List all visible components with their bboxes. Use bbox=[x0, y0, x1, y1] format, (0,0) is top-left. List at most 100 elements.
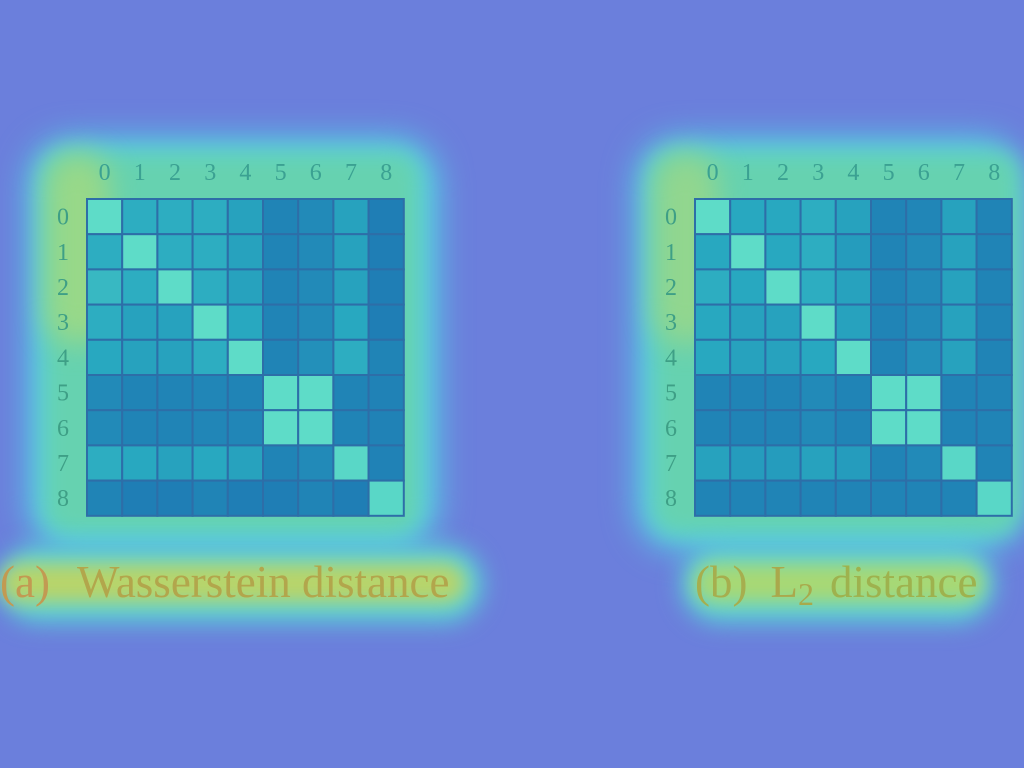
heatmap-b-cell-r7-c8 bbox=[975, 444, 1013, 482]
heatmap-b-cell-r3-c4 bbox=[834, 303, 872, 341]
heatmap-a-row-label-5: 5 bbox=[57, 381, 69, 407]
caption-a: (a) Wasserstein distance bbox=[0, 560, 449, 605]
heatmap-a-cell-r2-c3 bbox=[191, 268, 229, 306]
heatmap-b-row-label-6: 6 bbox=[665, 416, 677, 442]
heatmap-a-cell-r5-c5 bbox=[262, 374, 300, 412]
heatmap-a-cell-r2-c7 bbox=[332, 268, 370, 306]
heatmap-a-cell-r3-c3 bbox=[191, 303, 229, 341]
heatmap-a-cell-r0-c8 bbox=[367, 198, 405, 236]
heatmap-a-cell-r2-c1 bbox=[121, 268, 159, 306]
heatmap-a-cell-r0-c7 bbox=[332, 198, 370, 236]
heatmap-a-cell-r4-c0 bbox=[86, 338, 124, 376]
heatmap-a-cell-r1-c2 bbox=[156, 233, 194, 271]
heatmap-a-cell-r3-c4 bbox=[226, 303, 265, 341]
heatmap-b-row-label-4: 4 bbox=[665, 345, 677, 371]
heatmap-b-cell-r3-c7 bbox=[940, 303, 978, 341]
heatmap-a-cell-r7-c0 bbox=[86, 444, 124, 482]
heatmap-a-cell-r8-c1 bbox=[121, 479, 159, 517]
heatmap-b-cell-r1-c3 bbox=[799, 233, 837, 271]
heatmap-b-cell-r0-c5 bbox=[870, 198, 908, 236]
heatmap-b-cell-r1-c0 bbox=[694, 233, 732, 271]
heatmap-a-cell-r6-c2 bbox=[156, 409, 194, 447]
heatmap-b-row-label-5: 5 bbox=[665, 381, 677, 407]
heatmap-a-cell-r2-c6 bbox=[297, 268, 335, 306]
heatmap-a-cell-r1-c3 bbox=[191, 233, 229, 271]
heatmap-b-cell-r3-c6 bbox=[905, 303, 943, 341]
heatmap-a-cell-r8-c3 bbox=[191, 479, 229, 517]
heatmap-a-cell-r8-c4 bbox=[226, 479, 265, 517]
heatmap-b-column-label-0: 0 bbox=[707, 160, 719, 186]
heatmap-b-cell-r3-c8 bbox=[975, 303, 1013, 341]
heatmap-a-column-label-4: 4 bbox=[239, 160, 251, 186]
heatmap-a-cell-r0-c2 bbox=[156, 198, 194, 236]
heatmap-b-cell-r5-c2 bbox=[764, 374, 802, 412]
heatmap-b-cell-r7-c6 bbox=[905, 444, 943, 482]
heatmap-a-cell-r7-c2 bbox=[156, 444, 194, 482]
heatmap-a-column-label-6: 6 bbox=[310, 160, 322, 186]
heatmap-b-column-label-4: 4 bbox=[847, 160, 859, 186]
heatmap-a-cell-r0-c0 bbox=[86, 198, 124, 236]
heatmap-a-cell-r6-c8 bbox=[367, 409, 405, 447]
heatmap-a-cell-r5-c3 bbox=[191, 374, 229, 412]
heatmap-a-cell-r8-c5 bbox=[262, 479, 300, 517]
heatmap-b-column-label-7: 7 bbox=[953, 160, 965, 186]
heatmap-a-cell-r3-c7 bbox=[332, 303, 370, 341]
heatmap-b-cell-r6-c2 bbox=[764, 409, 802, 447]
heatmap-a-cell-r2-c4 bbox=[226, 268, 265, 306]
heatmap-b-cell-r7-c0 bbox=[694, 444, 732, 482]
heatmap-b-cell-r1-c4 bbox=[834, 233, 872, 271]
heatmap-a-cell-r0-c1 bbox=[121, 198, 159, 236]
heatmap-b-cell-r7-c1 bbox=[729, 444, 767, 482]
heatmap-a-cell-r3-c1 bbox=[121, 303, 159, 341]
heatmap-a-cell-r3-c5 bbox=[262, 303, 300, 341]
heatmap-a-cell-r1-c4 bbox=[226, 233, 265, 271]
heatmap-a-cell-r6-c6 bbox=[297, 409, 335, 447]
heatmap-a-column-label-8: 8 bbox=[380, 160, 392, 186]
heatmap-b-cell-r4-c5 bbox=[870, 338, 908, 376]
heatmap-b-cell-r0-c1 bbox=[729, 198, 767, 236]
heatmap-b-cell-r0-c6 bbox=[905, 198, 943, 236]
heatmap-b-cell-r5-c5 bbox=[870, 374, 908, 412]
heatmap-b-column-label-1: 1 bbox=[742, 160, 754, 186]
heatmap-b-column-label-3: 3 bbox=[812, 160, 824, 186]
heatmap-a-cell-r6-c3 bbox=[191, 409, 229, 447]
heatmap-a-row-label-7: 7 bbox=[57, 451, 69, 477]
heatmap-b-cell-r6-c5 bbox=[870, 409, 908, 447]
heatmap-b-cell-r2-c6 bbox=[905, 268, 943, 306]
heatmap-b-row-label-3: 3 bbox=[665, 310, 677, 336]
heatmap-b-cell-r8-c2 bbox=[764, 479, 802, 517]
heatmap-a-cell-r0-c4 bbox=[226, 198, 265, 236]
heatmap-a-cell-r4-c6 bbox=[297, 338, 335, 376]
heatmap-b-cell-r2-c5 bbox=[870, 268, 908, 306]
heatmap-b-cell-r0-c8 bbox=[975, 198, 1013, 236]
heatmap-a-cell-r6-c4 bbox=[226, 409, 265, 447]
heatmap-b-row-label-2: 2 bbox=[665, 275, 677, 301]
heatmap-a-cell-r2-c8 bbox=[367, 268, 405, 306]
heatmap-b-row-label-0: 0 bbox=[665, 205, 677, 231]
heatmap-a-cell-r2-c5 bbox=[262, 268, 300, 306]
heatmap-b-cell-r3-c5 bbox=[870, 303, 908, 341]
heatmap-b-cell-r2-c3 bbox=[799, 268, 837, 306]
heatmap-b-cell-r1-c2 bbox=[764, 233, 802, 271]
heatmap-a-cell-r7-c7 bbox=[332, 444, 370, 482]
heatmap-a-cell-r5-c0 bbox=[86, 374, 124, 412]
heatmap-b-cell-r8-c5 bbox=[870, 479, 908, 517]
heatmap-b-row-label-7: 7 bbox=[665, 451, 677, 477]
heatmap-b-cell-r2-c0 bbox=[694, 268, 732, 306]
heatmap-a-row-label-2: 2 bbox=[57, 275, 69, 301]
heatmap-a-cell-r1-c0 bbox=[86, 233, 124, 271]
heatmap-b-cell-r1-c8 bbox=[975, 233, 1013, 271]
heatmap-a-cell-r4-c2 bbox=[156, 338, 194, 376]
heatmap-b-column-label-6: 6 bbox=[918, 160, 930, 186]
heatmap-b-cell-r4-c4 bbox=[834, 338, 872, 376]
heatmap-a-cell-r7-c5 bbox=[262, 444, 300, 482]
heatmap-b-cell-r5-c8 bbox=[975, 374, 1013, 412]
caption-a-label: (a) bbox=[0, 557, 50, 607]
heatmap-a-cell-r1-c5 bbox=[262, 233, 300, 271]
heatmap-b-cell-r6-c6 bbox=[905, 409, 943, 447]
heatmap-a-cell-r8-c8 bbox=[367, 479, 405, 517]
heatmap-b-cell-r0-c4 bbox=[834, 198, 872, 236]
heatmap-a-row-label-3: 3 bbox=[57, 310, 69, 336]
